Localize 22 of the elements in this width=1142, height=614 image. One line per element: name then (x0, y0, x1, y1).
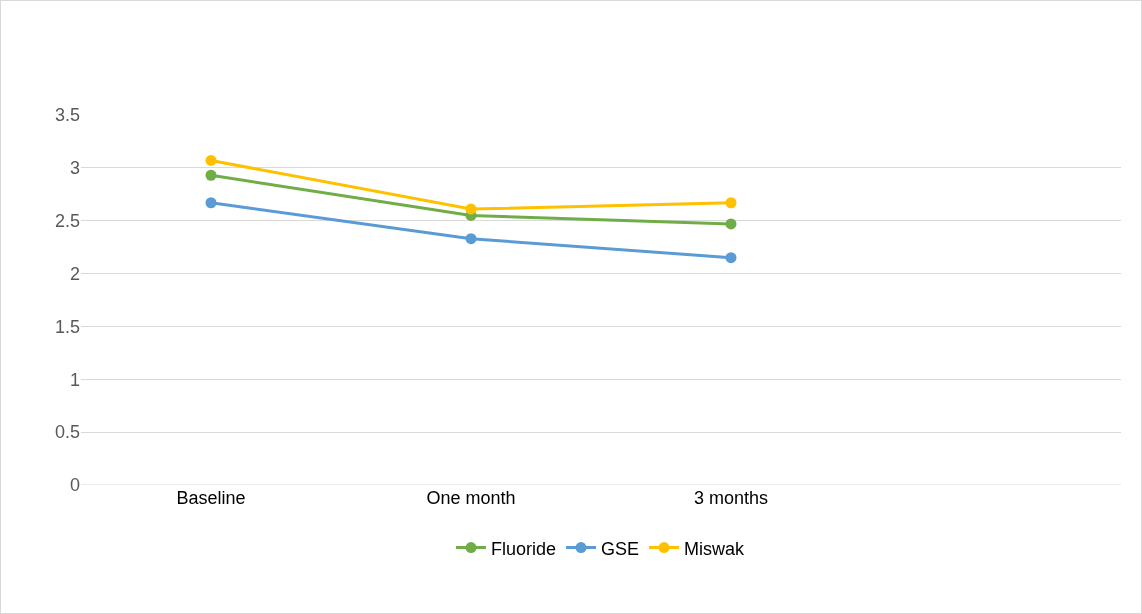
y-tick-label: 0 (69, 475, 80, 496)
point (725, 252, 737, 264)
point (205, 169, 217, 181)
x-tick-label: One month (426, 488, 516, 508)
y-tick-label: 2 (69, 263, 80, 284)
point (725, 218, 737, 230)
point (465, 203, 477, 215)
y-tick-label: 3 (69, 158, 80, 179)
point (725, 197, 737, 209)
y-tick-label: 1 (69, 369, 80, 390)
x-tick-label: Baseline (176, 488, 246, 508)
point (465, 233, 477, 245)
x-tick-label: 3 months (693, 488, 769, 508)
y-tick-label: 3.5 (54, 105, 80, 126)
point (205, 154, 217, 166)
legend-label: Fluoride (491, 538, 557, 559)
point (205, 197, 217, 209)
legend-label: GSE (601, 538, 640, 559)
legend-label: Miswak (684, 538, 746, 559)
y-tick-label: 1.5 (54, 316, 80, 337)
y-tick-label: 0.5 (54, 422, 80, 443)
y-tick-label: 2.5 (54, 211, 80, 232)
